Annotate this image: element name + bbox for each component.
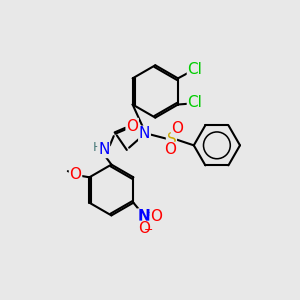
Text: N: N [98,142,110,158]
Text: N: N [138,209,151,224]
Text: S: S [167,132,176,147]
Text: N: N [139,126,150,141]
Text: O: O [164,142,176,158]
Text: O: O [138,221,150,236]
Text: O: O [172,121,184,136]
Text: −: − [144,225,154,235]
Text: O: O [70,167,82,182]
Text: +: + [145,208,153,218]
Text: Cl: Cl [188,95,202,110]
Text: Cl: Cl [188,61,202,76]
Text: O: O [126,118,138,134]
Text: O: O [151,209,163,224]
Text: H: H [93,141,102,154]
